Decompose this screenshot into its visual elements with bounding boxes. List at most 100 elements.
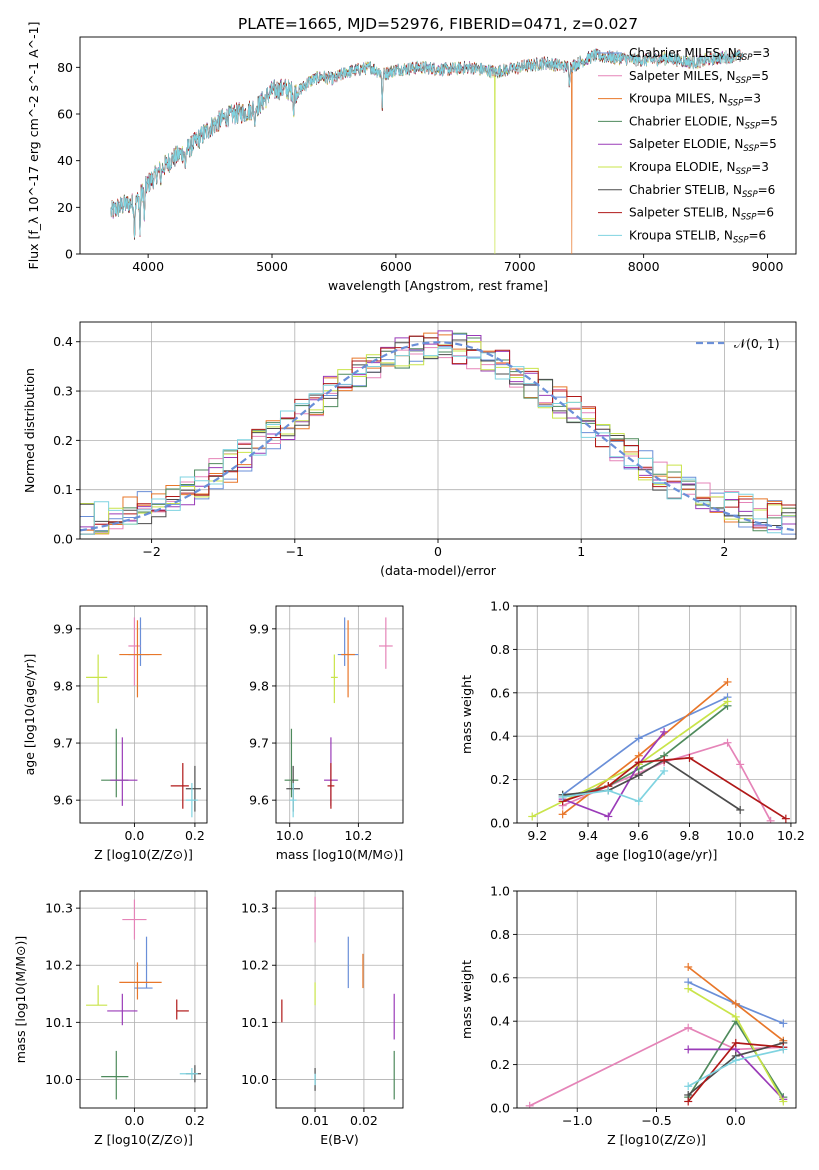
y-tick-label: 0.1 — [53, 482, 73, 497]
errorbar-kroupa-miles — [119, 620, 162, 698]
legend-subscript: SSP — [728, 99, 744, 109]
ticks: 0.0 0.2 10.0 10.1 10.2 10.3 — [45, 901, 205, 1128]
axes-frame — [79, 890, 208, 1109]
series-kroupa-elodie — [684, 984, 788, 1106]
legend-subscript: SSP — [743, 144, 759, 154]
panel-age-vs-metallicity: 0.0 0.2 9.6 9.7 9.8 9.9 Z [log10(Z/Z⊙)] age [lo… — [22, 605, 208, 862]
errorbar-salpeter-elodie — [110, 737, 138, 806]
y-tick-label: 9.7 — [249, 736, 269, 751]
legend-label: Chabrier STELIB, NSSP=6 — [629, 183, 775, 200]
errorbar-kroupa-stelib — [289, 783, 297, 818]
legend-subscript: SSP — [736, 76, 752, 86]
ticks: 9.2 9.4 9.6 9.8 10.0 10.2 0.0 0.2 0.4 0.6 0.8 1.0 — [490, 599, 805, 844]
x-tick-label: −0.5 — [641, 1113, 671, 1128]
histograms — [80, 330, 796, 535]
errorbars — [86, 617, 201, 818]
x-tick-label: 10.0 — [276, 828, 304, 843]
spectrum-lines — [110, 48, 744, 254]
x-tick-label: −1.0 — [562, 1113, 592, 1128]
x-tick-label: 0.01 — [301, 1113, 329, 1128]
series-line — [562, 757, 787, 820]
legend-label: Kroupa STELIB, NSSP=6 — [629, 228, 766, 245]
x-tick-label: 0 — [434, 544, 442, 559]
y-axis-label: Normed distribution — [22, 368, 37, 493]
ticks: 0.01 0.02 10.0 10.1 10.2 10.3 — [241, 901, 378, 1128]
y-tick-label: 9.8 — [249, 678, 269, 693]
panel-residuals: −2 −1 0 1 2 0.0 0.1 0.2 0.3 0.4 (data-model)/error… — [22, 321, 797, 578]
y-tick-label: 9.9 — [249, 621, 269, 636]
x-tick-label: 0.2 — [185, 828, 205, 843]
legend-value: =3 — [743, 92, 761, 106]
y-tick-label: 0.3 — [53, 384, 73, 399]
errorbar-kroupa-stelib — [185, 783, 198, 818]
legend-label: Salpeter ELODIE, NSSP=5 — [629, 137, 777, 154]
errorbars — [281, 896, 395, 1100]
y-tick-label: 0.8 — [490, 927, 510, 942]
x-tick-label: 10.0 — [726, 828, 754, 843]
x-axis-label: E(B-V) — [320, 1132, 359, 1147]
y-tick-label: 10.2 — [241, 958, 269, 973]
errorbar-salpeter-stelib — [327, 763, 335, 809]
legend-value: =6 — [758, 183, 776, 197]
x-tick-label: 9.6 — [629, 828, 649, 843]
axes-frame — [275, 890, 404, 1109]
ticks: 10.0 10.2 9.6 9.7 9.8 9.9 — [249, 621, 372, 843]
errorbar-kroupa-elodie — [330, 654, 338, 704]
y-tick-label: 9.6 — [53, 793, 73, 808]
legend-value: =3 — [752, 46, 770, 60]
x-axis-label: mass [log10(M/M⊙)] — [276, 847, 404, 862]
x-tick-label: 2 — [720, 544, 728, 559]
series-line — [562, 770, 665, 803]
grid — [276, 606, 403, 823]
legend-subscript: SSP — [733, 235, 749, 245]
legend-value: =5 — [760, 114, 778, 128]
y-tick-label: 10.1 — [45, 1015, 73, 1030]
y-tick-label: 9.8 — [53, 678, 73, 693]
x-tick-label: 9.4 — [578, 828, 598, 843]
panel-age-vs-mass: 10.0 10.2 9.6 9.7 9.8 9.9 mass [log10(M/M⊙)] — [249, 605, 404, 862]
errorbar-kroupa-stelib — [179, 1068, 198, 1080]
x-tick-label: 9.2 — [527, 828, 547, 843]
x-tick-label: 9.8 — [680, 828, 700, 843]
x-axis-label: Z [log10(Z/Z⊙)] — [94, 847, 193, 862]
y-tick-label: 10.3 — [241, 901, 269, 916]
series-kroupa-stelib — [684, 1045, 788, 1091]
ticks: −1.0 −0.5 0.0 0.0 0.2 0.4 0.6 0.8 1.0 — [490, 884, 746, 1129]
ticks: −2 −1 0 1 2 0.0 0.1 0.2 0.3 0.4 — [53, 334, 728, 559]
x-tick-label: 5000 — [256, 259, 288, 274]
x-axis-label: wavelength [Angstrom, rest frame] — [328, 278, 548, 293]
x-tick-label: 0.0 — [726, 1113, 746, 1128]
y-tick-label: 80 — [57, 60, 73, 75]
axes-frame — [516, 605, 797, 824]
y-tick-label: 0.4 — [53, 334, 73, 349]
x-tick-label: −1 — [286, 544, 304, 559]
x-tick-label: 10.2 — [777, 828, 805, 843]
y-tick-label: 10.1 — [241, 1015, 269, 1030]
ticks: 4000 5000 6000 7000 8000 9000 0 20 40 60 80 — [57, 60, 783, 274]
errorbar-salpeter-elodie — [107, 993, 138, 1026]
legend-label: Salpeter MILES, NSSP=5 — [629, 69, 769, 86]
errorbars — [86, 899, 201, 1100]
x-tick-label: 0.0 — [124, 1113, 144, 1128]
series-line — [562, 731, 665, 818]
y-tick-label: 0 — [65, 247, 73, 262]
y-tick-label: 0.0 — [490, 1101, 510, 1116]
figure-title: PLATE=1665, MJD=52976, FIBERID=0471, z=0… — [238, 15, 638, 33]
series-salpeter-stelib — [558, 753, 790, 823]
y-tick-label: 0.6 — [490, 970, 510, 985]
panel-mass-weight-vs-age: 9.2 9.4 9.6 9.8 10.0 10.2 0.0 0.2 0.4 0.6 0.8 1.0 ag… — [459, 599, 805, 863]
panel-mass-weight-vs-metallicity: −1.0 −0.5 0.0 0.0 0.2 0.4 0.6 0.8 1.0 Z [log10(Z/… — [459, 884, 797, 1147]
x-tick-label: 9000 — [752, 259, 784, 274]
errorbar-kroupa-miles — [341, 620, 355, 698]
y-tick-label: 0.4 — [490, 1014, 510, 1029]
x-tick-label: −2 — [142, 544, 160, 559]
histogram-kroupa-stelib — [80, 347, 796, 535]
x-tick-label: 1 — [577, 544, 585, 559]
x-tick-label: 0.2 — [185, 1113, 205, 1128]
normal-curve — [80, 341, 796, 532]
y-axis-label: age [log10(age/yr)] — [22, 654, 37, 776]
legend-subscript: SSP — [742, 190, 758, 200]
x-axis-label: age [log10(age/yr)] — [596, 847, 718, 862]
